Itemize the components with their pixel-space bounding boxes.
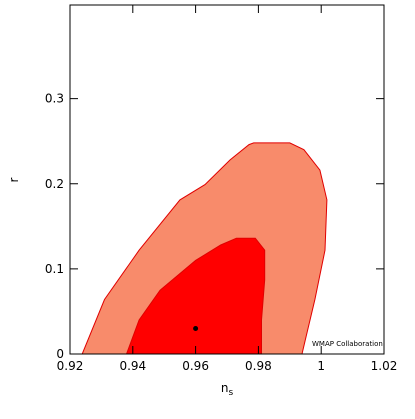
x-axis-label: ns bbox=[221, 381, 234, 398]
y-tick-label: 0.2 bbox=[45, 177, 64, 191]
x-tick-label: 0.92 bbox=[57, 359, 84, 373]
x-tick-label: 0.94 bbox=[119, 359, 146, 373]
x-tick-label: 0.98 bbox=[245, 359, 272, 373]
x-tick-label: 0.96 bbox=[182, 359, 209, 373]
x-tick-label: 1 bbox=[317, 359, 325, 373]
x-label-base: n bbox=[221, 381, 229, 395]
best-fit-point bbox=[193, 325, 199, 331]
y-axis-label: r bbox=[7, 177, 21, 182]
x-label-sub: s bbox=[228, 388, 233, 398]
y-tick-label: 0.1 bbox=[45, 262, 64, 276]
contour-region bbox=[81, 142, 328, 354]
annotation: WMAP Collaboration bbox=[312, 340, 383, 348]
contour-region bbox=[125, 237, 266, 354]
y-tick-label: 0.3 bbox=[45, 92, 64, 106]
plot-area bbox=[81, 142, 328, 354]
x-tick-label: 1.02 bbox=[371, 359, 398, 373]
y-tick-label: 0 bbox=[56, 347, 64, 361]
plot-frame bbox=[69, 4, 385, 355]
